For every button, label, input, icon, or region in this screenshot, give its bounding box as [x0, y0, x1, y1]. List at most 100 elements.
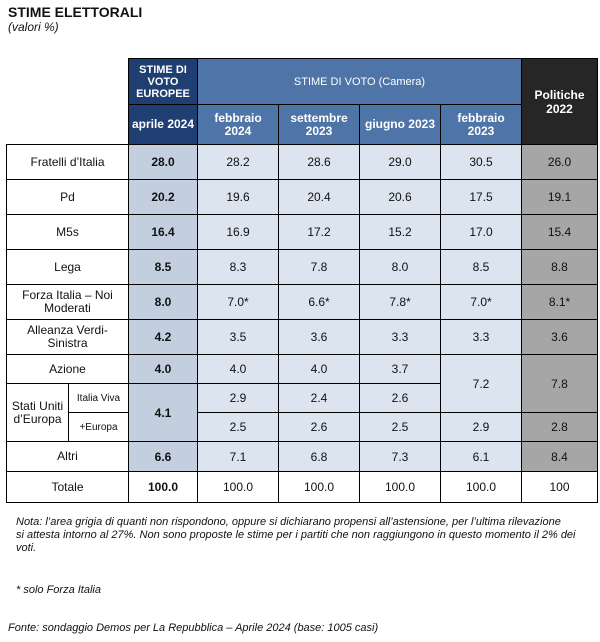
table-cell: 7.0* — [440, 284, 522, 320]
table-row: Stati Uniti d’Europa Italia Viva 4.1 2.9… — [6, 383, 598, 442]
row-label: M5s — [6, 214, 129, 250]
table-cell: 19.6 — [197, 179, 279, 215]
table-cell: 17.5 — [440, 179, 522, 215]
table-cell: 28.6 — [278, 144, 360, 180]
note-line: si attesta intorno al 27%. Non sono prop… — [16, 529, 576, 554]
table-cell: 8.5 — [128, 249, 198, 285]
table-cell: 16.4 — [128, 214, 198, 250]
row-label: Forza Italia – Noi Moderati — [6, 284, 129, 320]
note-line: Nota: l’area grigia di quanti non rispon… — [16, 516, 561, 528]
table-cell: 2.4 — [278, 383, 360, 413]
row-label: Altri — [6, 441, 129, 472]
header-date: febbraio 2024 — [197, 104, 279, 145]
merged-cell: 7.8 — [521, 354, 598, 413]
table-cell: 8.5 — [440, 249, 522, 285]
table-cell: 8.0 — [359, 249, 441, 285]
table-cell: 4.0 — [197, 354, 279, 384]
table-cell: 6.6 — [128, 441, 198, 472]
table-cell: 15.4 — [521, 214, 598, 250]
table-row: Lega 8.5 8.3 7.8 8.0 8.5 8.8 — [6, 249, 598, 285]
table-cell: 15.2 — [359, 214, 441, 250]
table-cell: 7.8 — [278, 249, 360, 285]
table-cell: 2.5 — [359, 412, 441, 442]
table-cell: 29.0 — [359, 144, 441, 180]
page-title: STIME ELETTORALI — [8, 4, 143, 20]
table-cell: 20.4 — [278, 179, 360, 215]
table-cell: 2.8 — [521, 412, 598, 442]
table-row: Alleanza Verdi-Sinistra 4.2 3.5 3.6 3.3 … — [6, 319, 598, 355]
header-euro-group: STIME DI VOTO EUROPEE — [128, 58, 198, 105]
table-row: Totale 100.0 100.0 100.0 100.0 100.0 100 — [6, 471, 598, 503]
header-politiche: Politiche 2022 — [521, 58, 598, 145]
table-row: +Europa 2.5 2.6 2.5 2.9 2.8 — [7, 412, 598, 442]
table-row: M5s 16.4 16.9 17.2 15.2 17.0 15.4 — [6, 214, 598, 250]
table-cell: 2.6 — [359, 383, 441, 413]
row-label: Pd — [6, 179, 129, 215]
table-cell: 20.6 — [359, 179, 441, 215]
estimates-table: STIME DI VOTO EUROPEE STIME DI VOTO (Cam… — [6, 58, 598, 503]
table-cell: 4.1 — [128, 383, 198, 442]
table-cell: 3.3 — [440, 319, 522, 355]
source-note: Fonte: sondaggio Demos per La Repubblica… — [8, 622, 379, 634]
merged-cell: 7.2 — [440, 354, 522, 413]
table-row: Pd 20.2 19.6 20.4 20.6 17.5 19.1 — [6, 179, 598, 215]
table-cell: 3.3 — [359, 319, 441, 355]
page-subtitle: (valori %) — [8, 20, 59, 34]
table-cell: 6.1 — [440, 441, 522, 472]
footnote: * solo Forza Italia — [16, 584, 101, 596]
table-cell: 7.8* — [359, 284, 441, 320]
table-cell: 4.0 — [128, 354, 198, 384]
table-row: Azione 4.0 4.0 4.0 3.7 7.2 7.8 — [6, 354, 598, 413]
table-cell: 8.0 — [128, 284, 198, 320]
table-cell: 3.6 — [278, 319, 360, 355]
row-label: Alleanza Verdi-Sinistra — [6, 319, 129, 355]
table-cell: 7.0* — [197, 284, 279, 320]
table-cell: 2.9 — [440, 412, 522, 442]
table-cell: 100.0 — [440, 471, 522, 503]
row-label: Lega — [6, 249, 129, 285]
row-label: Totale — [6, 471, 129, 503]
row-label: Fratelli d’Italia — [6, 144, 129, 180]
table-cell: 8.3 — [197, 249, 279, 285]
table-cell: 3.6 — [521, 319, 598, 355]
table-cell: 26.0 — [521, 144, 598, 180]
row-label: Stati Uniti d’Europa — [6, 383, 69, 442]
table-cell: 30.5 — [440, 144, 522, 180]
header-camera-group: STIME DI VOTO (Camera) — [197, 58, 522, 105]
table-cell: 100.0 — [197, 471, 279, 503]
table-cell: 100.0 — [359, 471, 441, 503]
table-cell: 28.0 — [128, 144, 198, 180]
table-cell: 19.1 — [521, 179, 598, 215]
table-row: Forza Italia – Noi Moderati 8.0 7.0* 6.6… — [6, 284, 598, 320]
table-cell: 20.2 — [128, 179, 198, 215]
table-cell: 100.0 — [278, 471, 360, 503]
table-cell: 16.9 — [197, 214, 279, 250]
header-date: febbraio 2023 — [440, 104, 522, 145]
table-cell: 3.5 — [197, 319, 279, 355]
table-cell: 17.2 — [278, 214, 360, 250]
header-date: aprile 2024 — [128, 104, 198, 145]
table-row: Altri 6.6 7.1 6.8 7.3 6.1 8.4 — [6, 441, 598, 472]
table-cell: 8.8 — [521, 249, 598, 285]
sub-row-label: Italia Viva — [68, 383, 129, 413]
table-cell: 8.4 — [521, 441, 598, 472]
table-cell: 4.2 — [128, 319, 198, 355]
table-cell: 6.8 — [278, 441, 360, 472]
table-cell: 28.2 — [197, 144, 279, 180]
table-cell: 17.0 — [440, 214, 522, 250]
table-row: Fratelli d’Italia 28.0 28.2 28.6 29.0 30… — [6, 144, 598, 180]
table-cell: 8.1* — [521, 284, 598, 320]
table-cell: 3.7 — [359, 354, 441, 384]
table-cell: 7.1 — [197, 441, 279, 472]
table-cell: 6.6* — [278, 284, 360, 320]
table-cell: 100 — [521, 471, 598, 503]
row-label: Azione — [6, 354, 129, 384]
table-cell: 2.5 — [197, 412, 279, 442]
header-date: settembre 2023 — [278, 104, 360, 145]
table-cell: 4.0 — [278, 354, 360, 384]
table-cell: 7.3 — [359, 441, 441, 472]
header-date: giugno 2023 — [359, 104, 441, 145]
note: Nota: l’area grigia di quanti non rispon… — [16, 516, 592, 555]
table-cell: 2.9 — [197, 383, 279, 413]
table-cell: 2.6 — [278, 412, 360, 442]
